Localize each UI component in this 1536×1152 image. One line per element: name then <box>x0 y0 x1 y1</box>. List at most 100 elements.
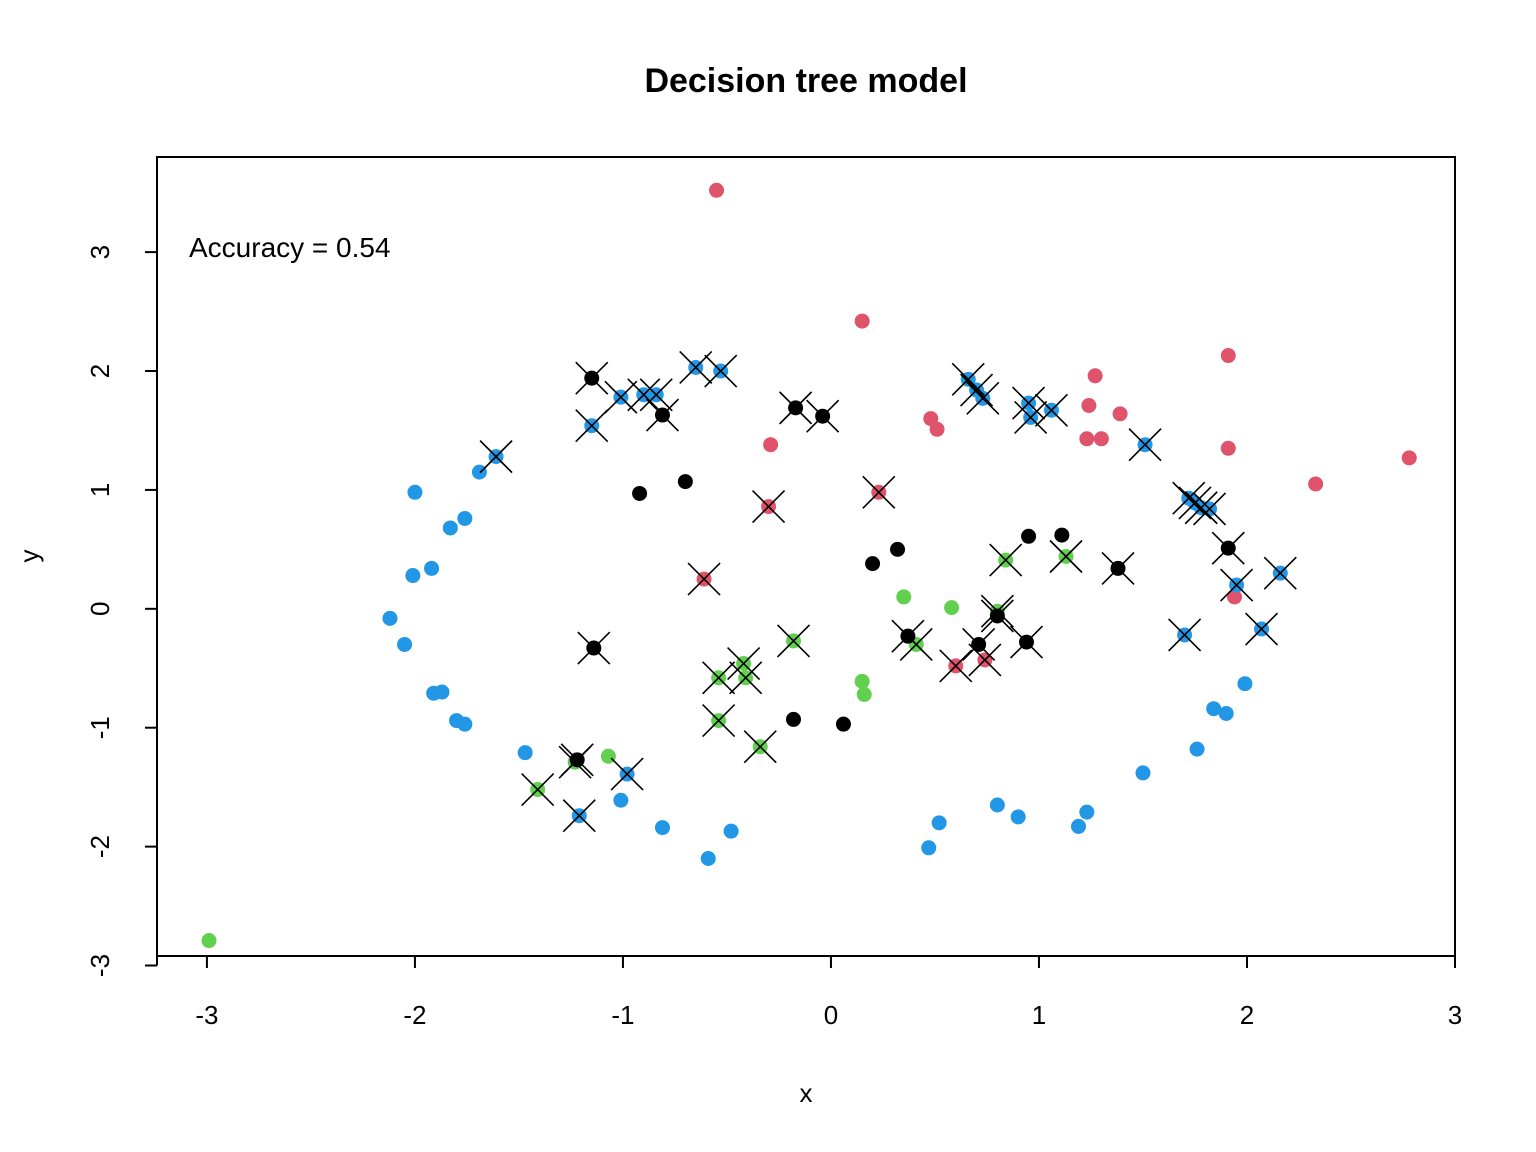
misclassified-x-marker <box>1184 491 1218 525</box>
x-marker-stroke <box>521 772 555 807</box>
x-marker-stroke <box>645 398 680 432</box>
misclassified-x-marker <box>577 631 611 665</box>
x-marker-stroke <box>1168 618 1202 652</box>
misclassified-x-marker <box>639 378 673 412</box>
x-marker-stroke <box>862 475 896 509</box>
point-blue <box>397 636 413 652</box>
data-points <box>201 182 1417 949</box>
point-red <box>1112 406 1128 422</box>
x-marker-stroke <box>751 489 786 524</box>
x-marker-stroke <box>729 661 763 695</box>
misclassified-x-marker <box>687 562 721 596</box>
x-marker-stroke <box>962 627 996 662</box>
misclassified-x-marker <box>1009 625 1044 659</box>
misclassified-x-marker <box>645 398 680 432</box>
x-marker-stroke <box>1009 625 1044 659</box>
point-black <box>786 711 802 727</box>
x-marker-stroke <box>1172 481 1206 515</box>
misclassified-x-marker <box>1244 612 1279 646</box>
x-marker-stroke <box>575 409 609 443</box>
misclassified-x-marker <box>1192 492 1227 526</box>
x-marker-stroke <box>779 391 813 425</box>
x-marker-stroke <box>702 661 736 695</box>
misclassified-x-marker <box>560 743 594 777</box>
point-red <box>1220 440 1236 456</box>
x-marker-stroke <box>687 562 721 596</box>
point-red <box>763 437 779 453</box>
point-black <box>632 485 648 501</box>
x-axis: -3 -2 -1 0 1 2 3 <box>195 955 1462 1030</box>
misclassified-x-marker <box>862 475 896 509</box>
y-tick-label: -1 <box>85 716 115 739</box>
x-tick-label: -3 <box>195 1000 218 1030</box>
misclassified-x-marker <box>776 624 811 658</box>
x-marker-stroke <box>575 361 609 395</box>
y-tick-label: 1 <box>85 483 115 497</box>
misclassified-x-marker <box>627 378 661 412</box>
x-marker-stroke <box>939 649 973 683</box>
misclassified-x-marker <box>562 799 596 833</box>
point-black <box>1054 527 1070 543</box>
misclassified-x-marker <box>960 373 994 407</box>
x-marker-stroke <box>1128 428 1162 462</box>
x-marker-stroke <box>1012 386 1046 420</box>
accuracy-annotation: Accuracy = 0.54 <box>189 232 391 263</box>
point-black <box>1021 528 1037 544</box>
x-axis-label: x <box>800 1078 813 1108</box>
point-green <box>854 673 870 689</box>
misclassified-x-marker <box>779 391 813 425</box>
x-marker-stroke <box>1263 556 1297 590</box>
point-blue <box>405 568 421 584</box>
point-blue <box>1206 701 1222 717</box>
x-marker-stroke <box>966 381 1000 415</box>
point-red <box>1081 397 1097 413</box>
y-tick-label: -2 <box>85 835 115 858</box>
x-marker-stroke <box>1178 486 1212 520</box>
point-green <box>896 589 912 605</box>
x-marker-stroke <box>610 757 644 791</box>
point-blue <box>407 484 423 500</box>
point-blue <box>1010 809 1026 825</box>
plot-frame <box>156 156 1456 957</box>
point-blue <box>921 840 937 856</box>
x-tick-label: -1 <box>611 1000 634 1030</box>
point-blue <box>442 520 458 536</box>
x-marker-stroke <box>968 643 1002 677</box>
x-marker-stroke <box>960 373 994 407</box>
x-tick-label: 0 <box>824 1000 838 1030</box>
misclassified-x-marker <box>980 594 1014 628</box>
y-axis: -3 -2 -1 0 1 2 3 <box>85 245 158 977</box>
misclassified-markers <box>479 350 1297 833</box>
misclassified-x-marker <box>704 354 738 388</box>
misclassified-x-marker <box>702 661 736 695</box>
point-red <box>854 313 870 329</box>
point-red <box>1220 348 1236 364</box>
point-green <box>944 600 960 616</box>
x-marker-stroke <box>1220 568 1254 602</box>
x-marker-stroke <box>560 743 594 777</box>
misclassified-x-marker <box>1014 400 1048 434</box>
x-marker-stroke <box>627 378 661 412</box>
misclassified-x-marker <box>729 661 763 695</box>
point-black <box>890 541 906 557</box>
point-red <box>1227 589 1243 605</box>
y-tick-label: 3 <box>85 245 115 259</box>
y-tick-label: -3 <box>85 954 115 977</box>
misclassified-x-marker <box>575 409 609 443</box>
x-tick-label: 3 <box>1448 1000 1462 1030</box>
x-marker-stroke <box>1244 612 1279 646</box>
x-marker-stroke <box>1014 400 1048 434</box>
misclassified-x-marker <box>891 619 925 653</box>
misclassified-x-marker <box>575 361 609 395</box>
x-marker-stroke <box>1184 491 1218 525</box>
misclassified-x-marker <box>962 627 996 662</box>
misclassified-x-marker <box>604 380 638 414</box>
x-tick-label: -2 <box>403 1000 426 1030</box>
x-marker-stroke <box>577 631 611 665</box>
point-green <box>201 933 217 949</box>
point-blue <box>654 820 670 836</box>
x-marker-stroke <box>479 440 513 474</box>
x-marker-stroke <box>1101 551 1135 585</box>
misclassified-x-marker <box>521 772 555 807</box>
misclassified-x-marker <box>702 704 736 738</box>
